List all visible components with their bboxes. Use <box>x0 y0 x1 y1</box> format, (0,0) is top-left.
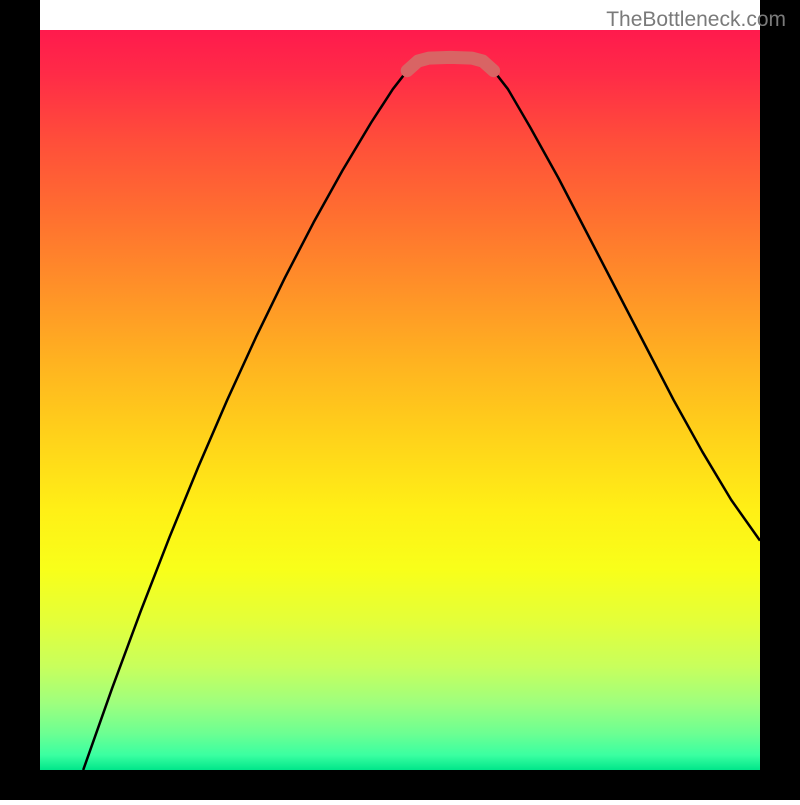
bottleneck-chart: TheBottleneck.com <box>0 0 800 800</box>
watermark-text: TheBottleneck.com <box>606 8 786 32</box>
frame-right <box>760 0 800 800</box>
gradient-background <box>40 30 760 770</box>
chart-svg <box>0 0 800 800</box>
frame-left <box>0 0 40 800</box>
frame-bottom <box>0 770 800 800</box>
